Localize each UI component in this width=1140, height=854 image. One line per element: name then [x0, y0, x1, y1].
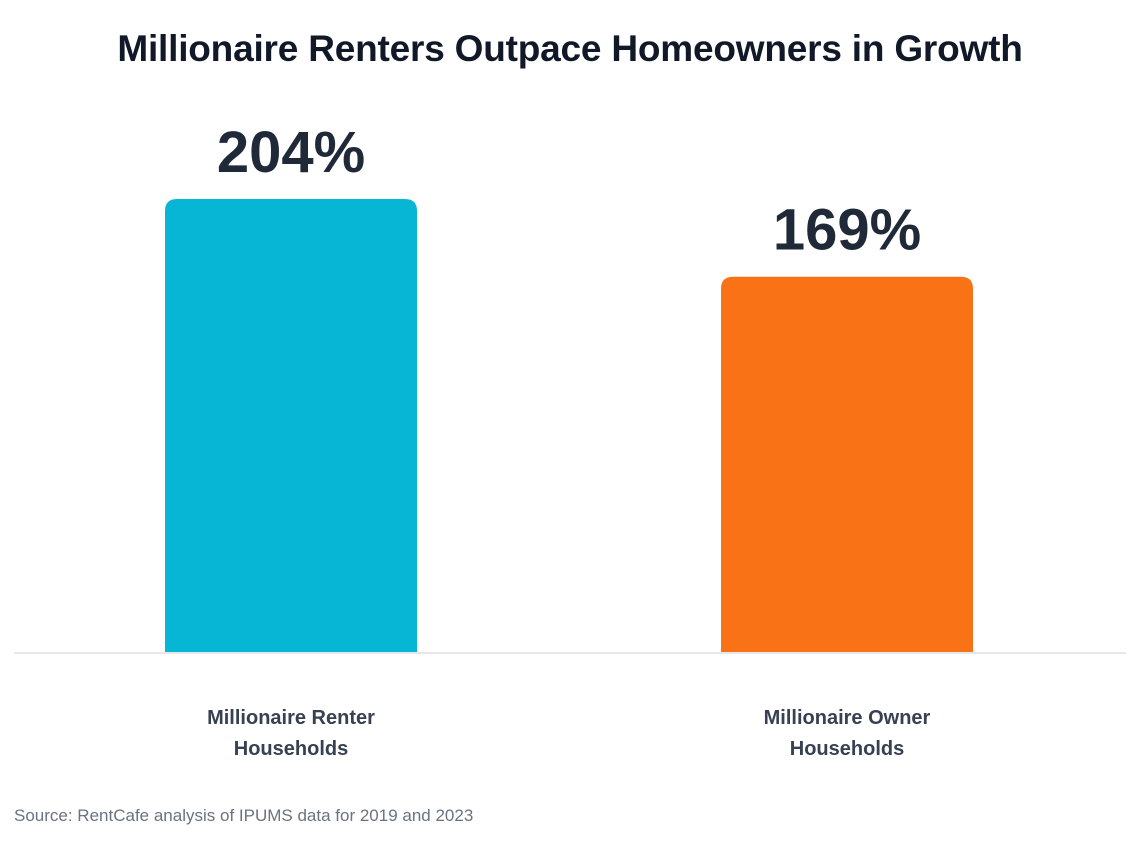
category-label-1-line-1: Millionaire Renter [207, 707, 375, 729]
bar-1 [165, 199, 417, 652]
bar-2 [721, 276, 973, 652]
chart-title: Millionaire Renters Outpace Homeowners i… [117, 28, 1023, 69]
category-label-1-line-2: Households [234, 738, 348, 760]
category-label-2-line-2: Households [790, 738, 904, 760]
value-label-1: 204% [217, 120, 365, 185]
category-label-2-line-1: Millionaire Owner [764, 707, 931, 729]
value-label-2: 169% [773, 198, 921, 263]
source-note: Source: RentCafe analysis of IPUMS data … [14, 806, 474, 825]
